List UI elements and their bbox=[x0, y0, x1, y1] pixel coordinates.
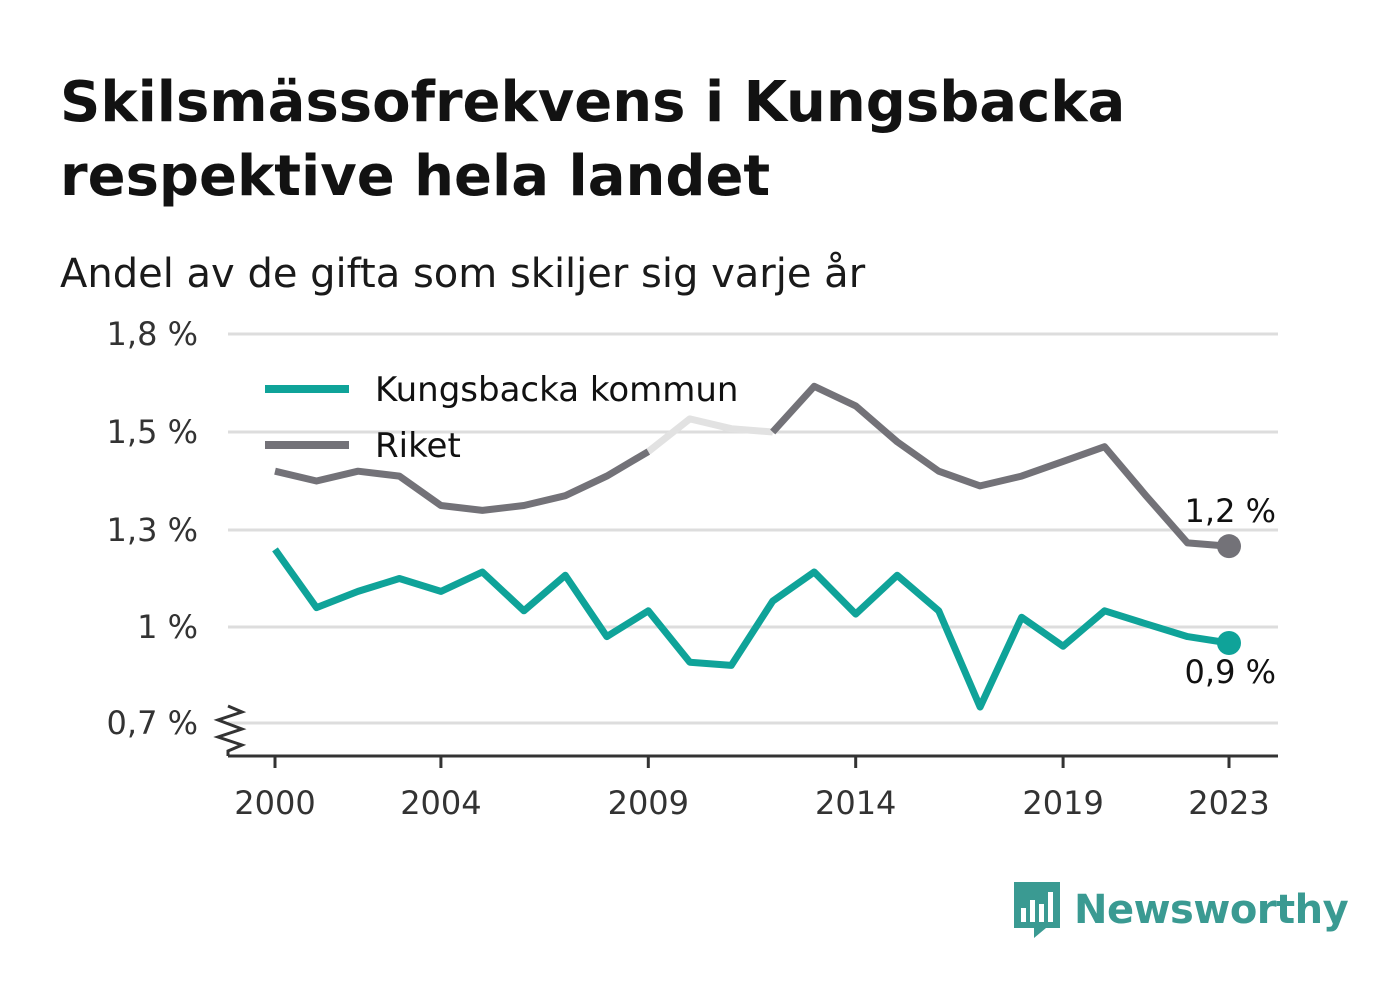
legend-label: Kungsbacka kommun bbox=[375, 370, 738, 410]
brand-name: Newsworthy bbox=[1074, 887, 1349, 933]
y-tick-label: 1 % bbox=[137, 608, 198, 646]
legend-kungsbacka: Kungsbacka kommun bbox=[265, 370, 738, 410]
x-tick-label: 2000 bbox=[234, 784, 315, 822]
end-labels: 1,2 % 0,9 % bbox=[1185, 492, 1276, 691]
riket-end-label: 1,2 % bbox=[1185, 492, 1276, 530]
newsworthy-logo: Newsworthy bbox=[1012, 880, 1349, 940]
riket-line bbox=[274, 448, 651, 514]
x-tick-label: 2009 bbox=[608, 784, 689, 822]
x-tick-label: 2014 bbox=[815, 784, 896, 822]
y-axis-labels: 0,7 % 1 % 1,3 % 1,5 % 1,8 % bbox=[107, 315, 198, 742]
y-tick-label: 1,5 % bbox=[107, 413, 198, 451]
y-tick-label: 1,8 % bbox=[107, 315, 198, 353]
x-tick-label: 2004 bbox=[400, 784, 481, 822]
legend-riket: Riket bbox=[265, 426, 461, 466]
legend-label: Riket bbox=[375, 426, 461, 466]
riket-end-point bbox=[1217, 534, 1241, 559]
series-lines bbox=[272, 382, 1241, 711]
x-tick-label: 2023 bbox=[1188, 784, 1269, 822]
riket-line bbox=[770, 382, 1230, 550]
x-tick-label: 2019 bbox=[1022, 784, 1103, 822]
riket-line-faded bbox=[646, 415, 773, 455]
y-tick-label: 0,7 % bbox=[107, 704, 198, 742]
kungsbacka-end-point bbox=[1217, 631, 1241, 655]
y-tick-label: 1,3 % bbox=[107, 511, 198, 549]
chart-title: Skilsmässofrekvens i Kungsbacka respekti… bbox=[60, 70, 1126, 209]
axis-break-mark bbox=[213, 704, 247, 756]
chart-subtitle: Andel av de gifta som skiljer sig varje … bbox=[60, 251, 866, 297]
kungsbacka-line bbox=[272, 547, 1230, 711]
legend: Kungsbacka kommun Riket bbox=[265, 370, 738, 466]
kungsbacka-end-label: 0,9 % bbox=[1185, 653, 1276, 691]
bar-chart-speech-icon bbox=[1014, 882, 1060, 938]
x-axis: 2000 2004 2009 2014 2019 2023 bbox=[213, 704, 1278, 822]
